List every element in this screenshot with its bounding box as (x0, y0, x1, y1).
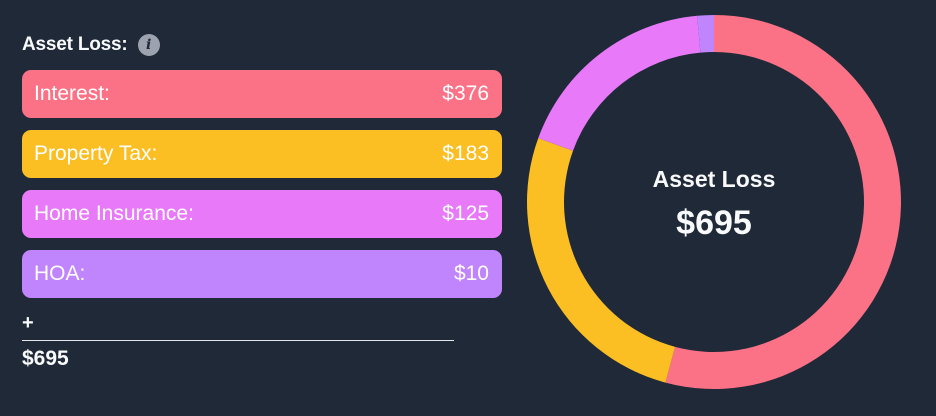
row-value: $10 (453, 262, 489, 285)
donut-center-label: Asset Loss (652, 166, 776, 192)
row-value: $125 (442, 202, 489, 225)
row-label: Property Tax: (34, 142, 158, 165)
donut-segment-interest[interactable] (665, 15, 902, 389)
row-interest: Interest: $376 (22, 70, 502, 118)
sum-divider (22, 340, 454, 341)
sum-total: $695 (22, 347, 69, 370)
asset-loss-title: Asset Loss: i (22, 34, 160, 56)
row-label: HOA: (34, 262, 86, 285)
row-label: Home Insurance: (34, 202, 194, 225)
info-icon[interactable]: i (137, 34, 160, 56)
donut-segment-property-tax[interactable] (527, 138, 676, 383)
asset-loss-breakdown: Interest: $376 Property Tax: $183 Home I… (22, 70, 502, 310)
donut-segments (527, 15, 902, 389)
row-value: $376 (442, 82, 489, 105)
donut-center-value: $695 (676, 204, 752, 242)
row-property-tax: Property Tax: $183 (22, 130, 502, 178)
row-home-insurance: Home Insurance: $125 (22, 190, 502, 238)
plus-operator: + (22, 312, 34, 334)
donut-segment-hoa[interactable] (697, 15, 714, 53)
row-value: $183 (442, 142, 489, 165)
donut-segment-home-insurance[interactable] (538, 15, 701, 151)
title-text: Asset Loss: (22, 34, 128, 55)
row-hoa: HOA: $10 (22, 250, 502, 298)
row-label: Interest: (34, 82, 110, 105)
